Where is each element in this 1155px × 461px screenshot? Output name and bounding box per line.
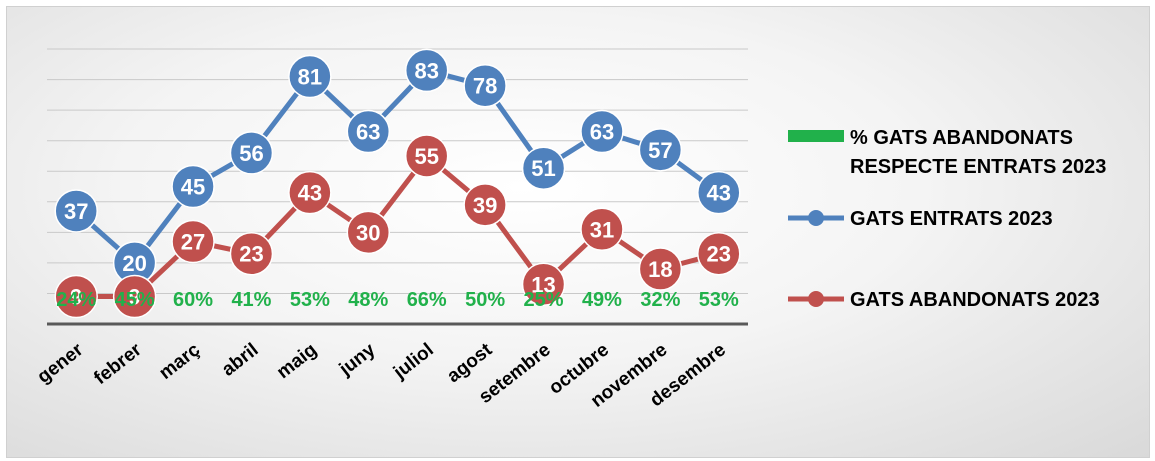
data-point (580, 109, 624, 154)
data-point (346, 109, 391, 154)
x-tick-label: abril (218, 339, 263, 380)
legend-swatch-percent (788, 130, 844, 142)
data-label: 9 (70, 285, 82, 310)
data-label: 20 (122, 251, 146, 276)
percent-label: 24% (56, 289, 96, 311)
data-label: 51 (531, 156, 555, 181)
data-point (697, 170, 741, 215)
percent-label: 53% (699, 289, 739, 311)
data-label: 13 (531, 272, 555, 297)
data-label: 63 (590, 120, 614, 145)
percent-label: 41% (231, 289, 271, 311)
data-point (463, 63, 507, 108)
x-tick-label: març (155, 339, 204, 384)
data-label: 9 (129, 285, 141, 310)
percent-label: 49% (582, 289, 622, 311)
data-label: 56 (239, 141, 263, 166)
data-label: 37 (64, 199, 88, 224)
legend-label-percent: % GATS ABANDONATS (850, 127, 1073, 149)
data-point (638, 247, 683, 291)
data-point (638, 128, 683, 172)
x-tick-label: juny (335, 339, 380, 380)
legend-label: GATS ABANDONATS 2023 (850, 289, 1100, 311)
x-tick-label: febrer (90, 339, 146, 389)
data-point (112, 274, 157, 319)
data-point (171, 219, 215, 264)
data-point (580, 207, 624, 252)
data-point (463, 183, 507, 227)
x-tick-label: maig (273, 339, 321, 383)
data-point (54, 189, 98, 233)
data-point (171, 164, 215, 209)
data-label: 78 (473, 74, 497, 99)
data-label: 39 (473, 193, 497, 218)
percent-label: 66% (407, 289, 447, 311)
percent-label: 25% (524, 289, 564, 311)
data-label: 45 (181, 175, 205, 200)
data-label: 27 (181, 230, 205, 255)
data-point (521, 146, 566, 190)
data-label: 83 (414, 58, 438, 83)
percent-label: 60% (173, 289, 213, 311)
legend-label: GATS ENTRATS 2023 (850, 208, 1053, 230)
x-tick-label: juliol (389, 339, 438, 383)
data-label: 18 (648, 257, 672, 282)
percent-label: 32% (640, 289, 680, 311)
data-label: 23 (707, 242, 731, 267)
data-point (346, 210, 391, 255)
x-tick-label: gener (34, 339, 88, 388)
data-point (404, 48, 449, 93)
data-label: 55 (414, 144, 438, 169)
data-point (288, 54, 332, 99)
data-label: 31 (590, 217, 614, 242)
data-point (288, 170, 332, 215)
data-label: 57 (648, 138, 672, 163)
data-point (404, 134, 449, 178)
data-label: 30 (356, 220, 380, 245)
percent-label: 45% (115, 289, 155, 311)
data-point (521, 262, 566, 307)
percent-label: 50% (465, 289, 505, 311)
data-label: 81 (298, 65, 322, 90)
percent-label: 48% (348, 289, 388, 311)
legend-label-percent: RESPECTE ENTRATS 2023 (850, 156, 1106, 178)
legend-marker (808, 291, 824, 307)
data-label: 23 (239, 242, 263, 267)
legend-marker (808, 210, 824, 226)
data-point (697, 231, 741, 276)
data-label: 63 (356, 120, 380, 145)
data-label: 43 (707, 181, 731, 206)
data-point (54, 274, 98, 319)
data-point (229, 231, 274, 276)
percent-label: 53% (290, 289, 330, 311)
data-point (229, 131, 274, 175)
data-label: 43 (298, 181, 322, 206)
